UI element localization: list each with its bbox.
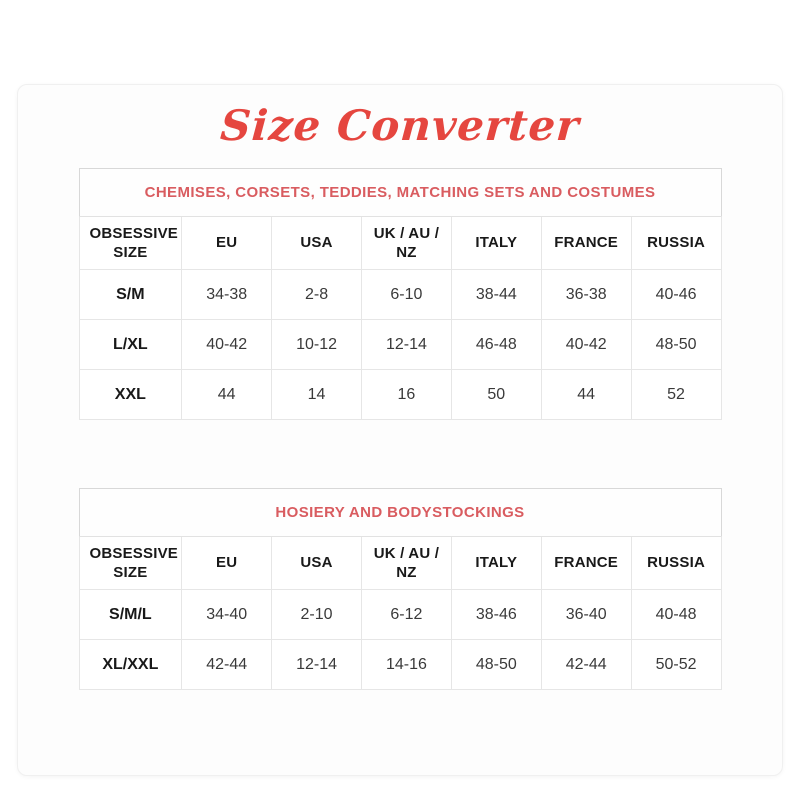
size-table-hosiery-bodystockings: HOSIERY AND BODYSTOCKINGS OBSESSIVE SIZE E… xyxy=(78,488,722,690)
size-cell: 14 xyxy=(271,369,362,420)
column-header: EU xyxy=(181,536,273,590)
row-label: XXL xyxy=(78,369,183,420)
column-header-row: OBSESSIVE SIZE EU USA UK / AU / NZ ITALY FRAN… xyxy=(78,536,722,590)
column-header: RUSSIA xyxy=(630,536,722,590)
size-cell: 12-14 xyxy=(271,639,362,690)
row-label: S/M xyxy=(78,269,183,320)
column-header: RUSSIA xyxy=(630,216,722,270)
size-cell: 42-44 xyxy=(181,639,273,690)
table-row: XXL 44 14 16 50 44 52 xyxy=(78,369,722,420)
size-cell: 2-8 xyxy=(271,269,362,320)
size-table-chemises-corsets: CHEMISES, CORSETS, TEDDIES, MATCHING SET… xyxy=(78,168,722,420)
size-cell: 40-42 xyxy=(181,319,273,370)
column-header: OBSESSIVE SIZE xyxy=(78,216,183,270)
row-label: S/M/L xyxy=(78,589,183,640)
column-header: FRANCE xyxy=(540,536,632,590)
size-cell: 40-48 xyxy=(630,589,722,640)
column-header: OBSESSIVE SIZE xyxy=(78,536,183,590)
size-cell: 6-10 xyxy=(360,269,452,320)
table-section-title-row: CHEMISES, CORSETS, TEDDIES, MATCHING SET… xyxy=(79,168,721,217)
column-header: FRANCE xyxy=(540,216,632,270)
column-header: USA xyxy=(271,536,362,590)
size-cell: 34-38 xyxy=(181,269,273,320)
size-cell: 44 xyxy=(540,369,632,420)
size-cell: 12-14 xyxy=(360,319,452,370)
size-cell: 42-44 xyxy=(540,639,632,690)
column-header: EU xyxy=(181,216,273,270)
size-cell: 38-44 xyxy=(450,269,542,320)
size-cell: 34-40 xyxy=(181,589,273,640)
row-label: XL/XXL xyxy=(78,639,183,690)
size-cell: 44 xyxy=(181,369,273,420)
table-row: S/M/L 34-40 2-10 6-12 38-46 36-40 40-48 xyxy=(78,589,722,640)
column-header: ITALY xyxy=(450,536,542,590)
size-cell: 40-42 xyxy=(540,319,632,370)
size-cell: 52 xyxy=(630,369,722,420)
size-cell: 48-50 xyxy=(630,319,722,370)
column-header: UK / AU / NZ xyxy=(360,216,452,270)
size-cell: 36-40 xyxy=(540,589,632,640)
size-cell: 2-10 xyxy=(271,589,362,640)
table-section-title-row: HOSIERY AND BODYSTOCKINGS xyxy=(79,488,721,537)
size-cell: 40-46 xyxy=(630,269,722,320)
size-cell: 50 xyxy=(450,369,542,420)
table-section-title: HOSIERY AND BODYSTOCKINGS xyxy=(79,488,721,537)
column-header: UK / AU / NZ xyxy=(360,536,452,590)
size-cell: 38-46 xyxy=(450,589,542,640)
size-cell: 16 xyxy=(360,369,452,420)
page-title: Size Converter xyxy=(218,101,582,150)
size-cell: 48-50 xyxy=(450,639,542,690)
size-cell: 10-12 xyxy=(271,319,362,370)
size-cell: 36-38 xyxy=(540,269,632,320)
size-cell: 50-52 xyxy=(630,639,722,690)
size-cell: 14-16 xyxy=(360,639,452,690)
size-cell: 46-48 xyxy=(450,319,542,370)
table-row: L/XL 40-42 10-12 12-14 46-48 40-42 48-50 xyxy=(78,319,722,370)
size-cell: 6-12 xyxy=(360,589,452,640)
column-header: ITALY xyxy=(450,216,542,270)
table-row: XL/XXL 42-44 12-14 14-16 48-50 42-44 50-52 xyxy=(78,639,722,690)
size-converter-card: Size Converter CHEMISES, CORSETS, TEDDIE… xyxy=(17,84,783,776)
table-row: S/M 34-38 2-8 6-10 38-44 36-38 40-46 xyxy=(78,269,722,320)
table-section-title: CHEMISES, CORSETS, TEDDIES, MATCHING SET… xyxy=(79,168,721,217)
column-header: USA xyxy=(271,216,362,270)
row-label: L/XL xyxy=(78,319,183,370)
column-header-row: OBSESSIVE SIZE EU USA UK / AU / NZ ITALY FRAN… xyxy=(78,216,722,270)
